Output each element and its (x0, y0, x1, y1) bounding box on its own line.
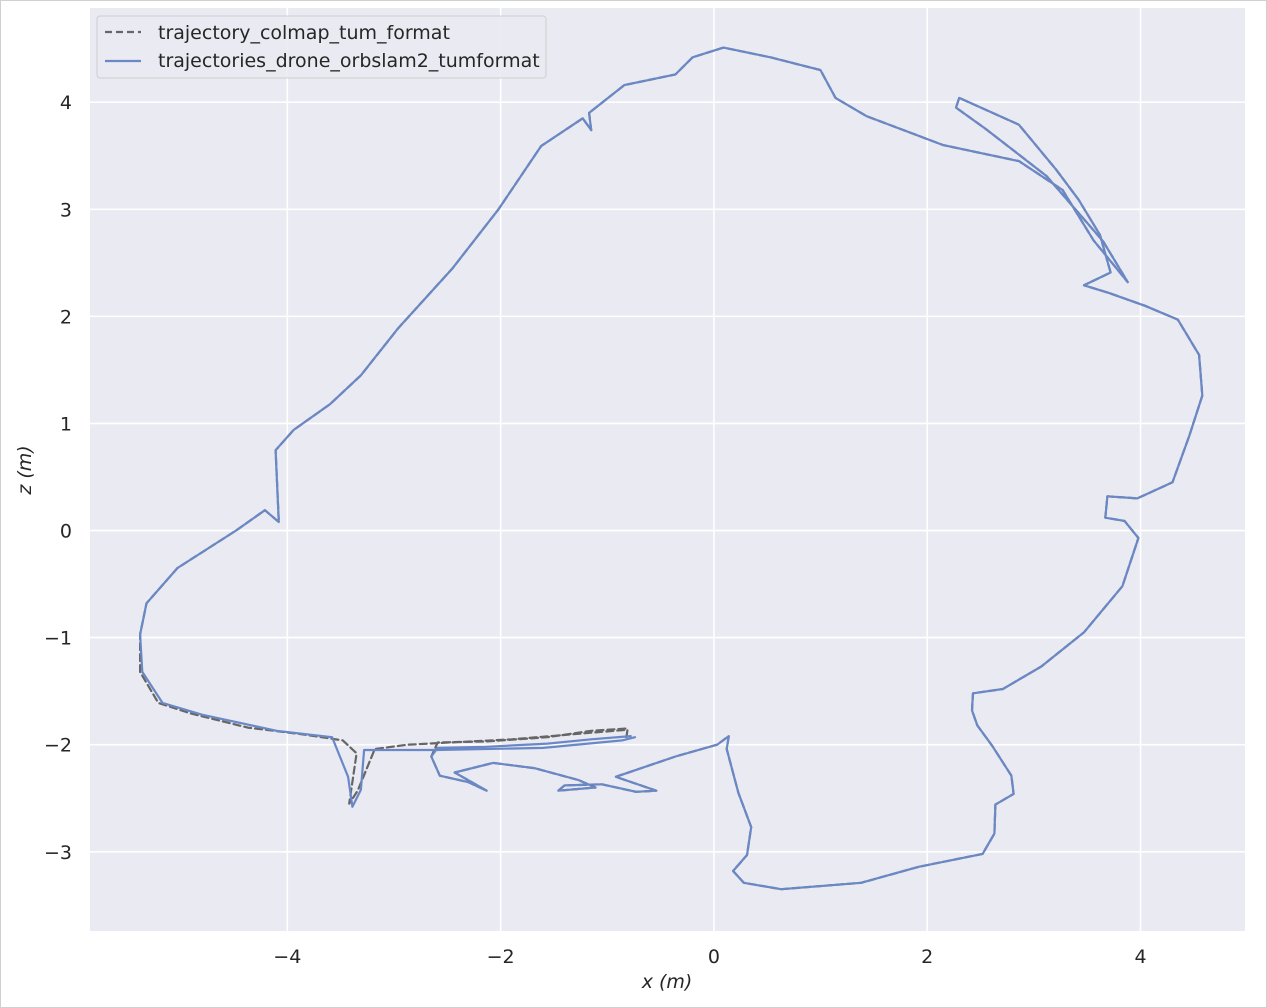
y-tick-labels: −3 −2 −1 0 1 2 3 4 (44, 92, 72, 864)
x-tick-labels: −4 −2 0 2 4 (273, 946, 1146, 968)
y-tick-label: 0 (60, 521, 72, 543)
y-tick-label: 4 (60, 92, 72, 114)
legend-label-reference: trajectory_colmap_tum_format (158, 22, 450, 44)
y-axis-label: z (m) (14, 445, 36, 495)
y-tick-label: 2 (60, 306, 72, 328)
grid-lines (90, 8, 1245, 931)
legend: trajectory_colmap_tum_format trajectorie… (96, 15, 547, 79)
series-line-estimate (139, 46, 1204, 891)
y-tick-label: 1 (60, 413, 72, 435)
x-tick-label: 4 (1134, 946, 1146, 968)
plot-area (90, 8, 1245, 931)
y-tick-label: −3 (44, 842, 72, 864)
y-tick-label: −1 (44, 628, 72, 650)
legend-frame (96, 15, 547, 79)
x-tick-label: 2 (921, 946, 933, 968)
y-tick-label: 3 (60, 199, 72, 221)
series-group (139, 46, 1204, 891)
legend-label-estimate: trajectories_drone_orbslam2_tumformat (158, 50, 540, 72)
x-tick-label: 0 (708, 946, 720, 968)
x-tick-label: −2 (487, 946, 515, 968)
y-tick-label: −2 (44, 735, 72, 757)
x-axis-label: x (m) (641, 971, 693, 993)
x-tick-label: −4 (273, 946, 301, 968)
